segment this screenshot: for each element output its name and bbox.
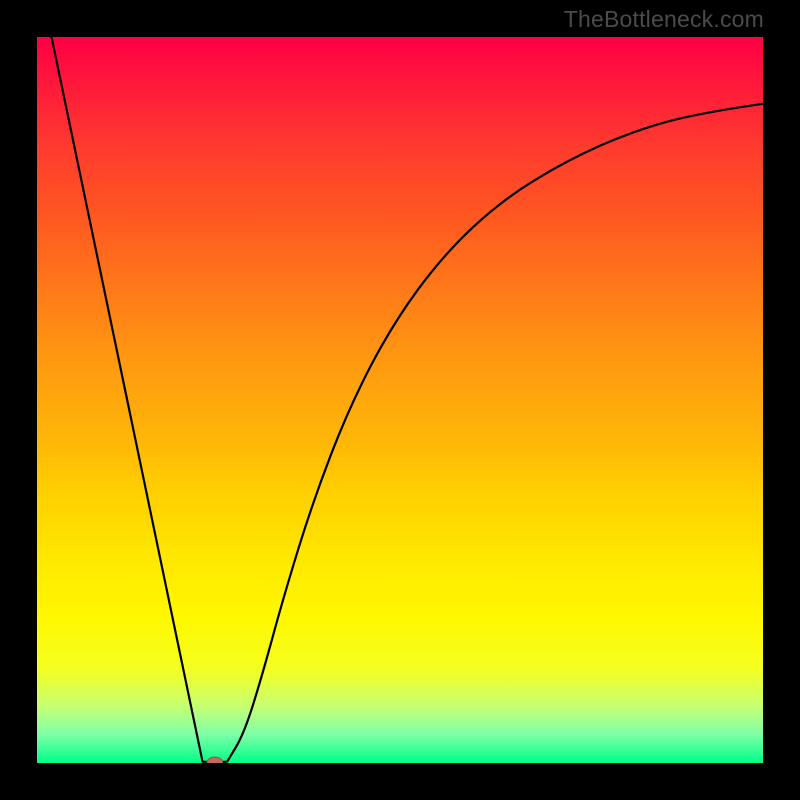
curve-layer	[37, 37, 763, 763]
bottleneck-curve	[52, 37, 763, 762]
gradient-plot-area	[37, 37, 763, 763]
minimum-marker	[207, 757, 223, 763]
watermark-text: TheBottleneck.com	[564, 6, 764, 33]
chart-canvas: TheBottleneck.com	[0, 0, 800, 800]
